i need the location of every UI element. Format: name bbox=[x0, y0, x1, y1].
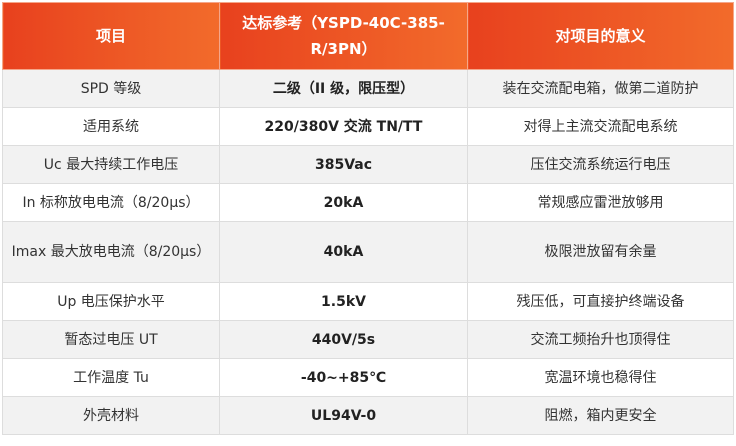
table-row: Imax 最大放电电流（8/20μs） 40kA 极限泄放留有余量 bbox=[2, 221, 734, 283]
table-row: 暂态过电压 UT 440V/5s 交流工频抬升也顶得住 bbox=[2, 320, 734, 359]
table-cell: 阻燃，箱内更安全 bbox=[467, 396, 734, 435]
table-cell: 440V/5s bbox=[219, 320, 468, 359]
table-cell: 常规感应雷泄放够用 bbox=[467, 183, 734, 222]
table-cell: 385Vac bbox=[219, 145, 468, 184]
table-row: 适用系统 220/380V 交流 TN/TT 对得上主流交流配电系统 bbox=[2, 107, 734, 146]
table-row: Uc 最大持续工作电压 385Vac 压住交流系统运行电压 bbox=[2, 145, 734, 184]
table-row: Up 电压保护水平 1.5kV 残压低，可直接护终端设备 bbox=[2, 282, 734, 321]
table-cell: Uc 最大持续工作电压 bbox=[2, 145, 220, 184]
table-cell: 极限泄放留有余量 bbox=[467, 221, 734, 283]
table-cell: 压住交流系统运行电压 bbox=[467, 145, 734, 184]
table-cell: 宽温环境也稳得住 bbox=[467, 358, 734, 397]
table-cell: 装在交流配电箱，做第二道防护 bbox=[467, 69, 734, 108]
header-cell: 项目 bbox=[2, 2, 220, 70]
table-cell: 40kA bbox=[219, 221, 468, 283]
table-cell: 残压低，可直接护终端设备 bbox=[467, 282, 734, 321]
table-cell: Imax 最大放电电流（8/20μs） bbox=[2, 221, 220, 283]
table-row: 外壳材料 UL94V-0 阻燃，箱内更安全 bbox=[2, 396, 734, 435]
table-cell: 二级（II 级，限压型） bbox=[219, 69, 468, 108]
header-cell: 对项目的意义 bbox=[467, 2, 734, 70]
table-cell: Up 电压保护水平 bbox=[2, 282, 220, 321]
table-cell: 暂态过电压 UT bbox=[2, 320, 220, 359]
spec-table: 项目 达标参考（YSPD-40C-385-R/3PN） 对项目的意义 SPD 等级二… bbox=[2, 2, 734, 435]
table-cell: 220/380V 交流 TN/TT bbox=[219, 107, 468, 146]
table-cell: 适用系统 bbox=[2, 107, 220, 146]
header-row: 项目 达标参考（YSPD-40C-385-R/3PN） 对项目的意义 bbox=[2, 2, 734, 70]
table-cell: 1.5kV bbox=[219, 282, 468, 321]
table-cell: UL94V-0 bbox=[219, 396, 468, 435]
table-cell: 20kA bbox=[219, 183, 468, 222]
table-row: In 标称放电电流（8/20μs） 20kA 常规感应雷泄放够用 bbox=[2, 183, 734, 222]
table-cell: 交流工频抬升也顶得住 bbox=[467, 320, 734, 359]
table-cell: 外壳材料 bbox=[2, 396, 220, 435]
table-cell: 工作温度 Tu bbox=[2, 358, 220, 397]
table-cell: In 标称放电电流（8/20μs） bbox=[2, 183, 220, 222]
table-cell: 对得上主流交流配电系统 bbox=[467, 107, 734, 146]
table-cell: SPD 等级 bbox=[2, 69, 220, 108]
table-row: SPD 等级 二级（II 级，限压型） 装在交流配电箱，做第二道防护 bbox=[2, 69, 734, 108]
header-cell: 达标参考（YSPD-40C-385-R/3PN） bbox=[219, 2, 468, 70]
table-body: SPD 等级 二级（II 级，限压型） 装在交流配电箱，做第二道防护 适用系统 220/… bbox=[2, 69, 734, 435]
table-row: 工作温度 Tu -40~+85℃ 宽温环境也稳得住 bbox=[2, 358, 734, 397]
table-cell: -40~+85℃ bbox=[219, 358, 468, 397]
